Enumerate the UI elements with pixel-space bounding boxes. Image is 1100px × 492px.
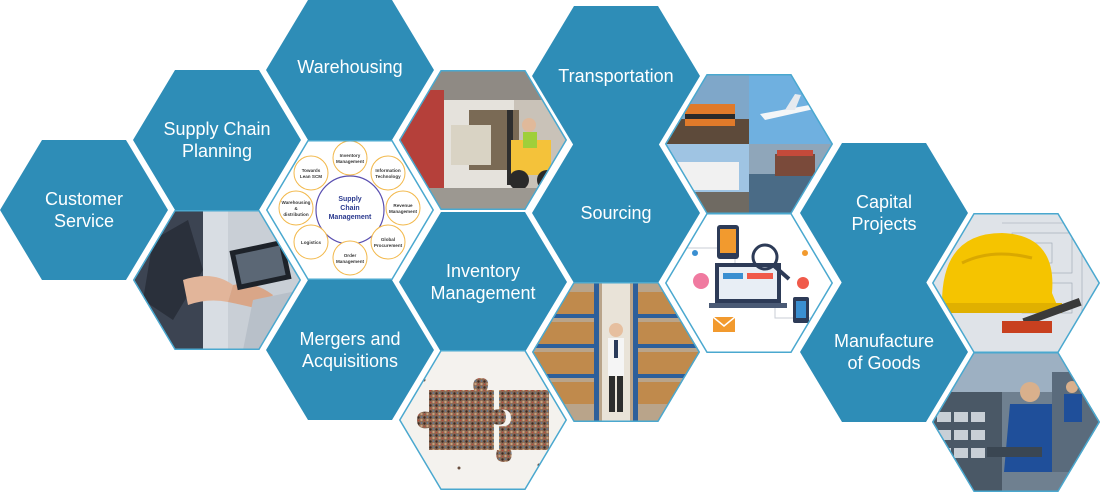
tile-warehousing: Warehousing: [266, 0, 434, 140]
warehouse-worker-photo: [532, 282, 700, 422]
tile-supply-chain-planning-label: Supply Chain Planning: [163, 119, 271, 161]
scm-center-line-2: Chain: [340, 205, 359, 212]
scm-node-label: Technology: [375, 174, 401, 179]
svg-text:Warehousing&distribution: Warehousing & distribution: [282, 200, 311, 217]
tile-transportation: Transportation: [532, 6, 700, 146]
factory-worker-photo: [932, 352, 1100, 492]
scm-node-label: Management: [336, 159, 365, 164]
scm-node-warehousing-distribution: [278, 190, 314, 226]
forklift-photo: [399, 70, 567, 210]
tile-inventory-management-label: Inventory Management: [430, 261, 536, 303]
handshake-photo: [133, 210, 301, 350]
scm-center-line-1: Supply: [338, 196, 361, 203]
scm-node-label: Order: [344, 253, 357, 258]
scm-node-logistics: [293, 224, 329, 260]
tile-customer-service-label: Customer Service: [44, 189, 124, 231]
scm-node-global-procurement: [370, 224, 406, 260]
tile-mergers-and-acquisitions: Mergers and Acquisitions: [266, 280, 434, 420]
scm-node-label: Logistics: [301, 240, 322, 245]
puzzle-crowd-photo: [399, 350, 567, 490]
scm-center-line-3: Management: [329, 214, 372, 221]
scm-node-label: Warehousing: [282, 200, 311, 205]
tile-capital-projects-label: Capital Projects: [851, 192, 917, 234]
scm-node-label: Procurement: [374, 243, 403, 248]
scm-node-label: Revenue: [393, 203, 413, 208]
scm-node-revenue-management: [385, 190, 421, 226]
tile-mergers-and-acquisitions-label: Mergers and Acquisitions: [299, 329, 401, 371]
sourcing-devices-illustration: [665, 213, 833, 353]
scm-node-label: distribution: [283, 212, 308, 217]
tile-warehousing-label: Warehousing: [297, 57, 403, 77]
scm-node-label: Information: [375, 168, 400, 173]
tile-sourcing-label: Sourcing: [580, 203, 652, 223]
scm-node-label: Management: [389, 209, 418, 214]
scm-node-label: &: [294, 206, 298, 211]
scm-node-order-management: [332, 240, 368, 276]
scm-node-label: Towards: [302, 168, 321, 173]
tile-transportation-label: Transportation: [558, 66, 674, 86]
scm-node-label: Management: [336, 259, 365, 264]
hardhat-blueprint-photo: [932, 213, 1100, 353]
scm-node-inventory-management: [332, 140, 368, 176]
scm-node-information-technology: [370, 155, 406, 191]
svg-text:Logistics: Logistics: [301, 240, 322, 245]
tile-manufacture-of-goods-label: Manufacture of Goods: [833, 331, 935, 373]
scm-node-label: Lean SCM: [300, 174, 322, 179]
scm-node-towards-lean-scm: [293, 155, 329, 191]
transport-collage-photo: [665, 74, 833, 214]
scm-node-label: Global: [381, 237, 395, 242]
scm-node-label: Inventory: [340, 153, 361, 158]
tile-manufacture-of-goods: Manufacture of Goods: [800, 282, 968, 422]
scm-diagram: Supply Chain Management Inventory Managemen…: [266, 140, 434, 280]
